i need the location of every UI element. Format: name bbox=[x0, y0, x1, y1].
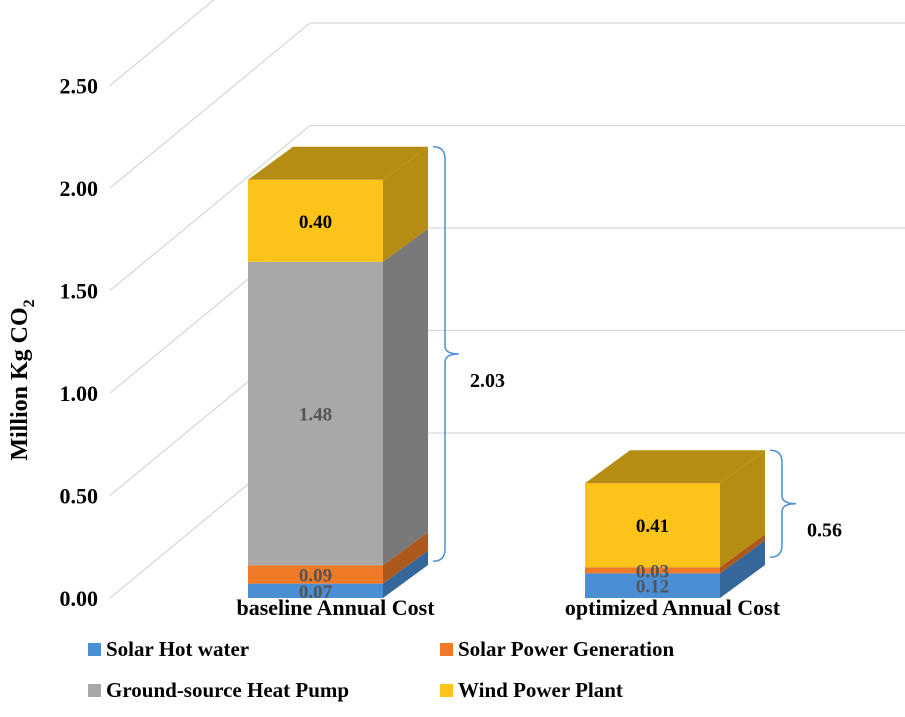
bar-front-face bbox=[248, 179, 383, 262]
data-label: 0.12 bbox=[636, 577, 669, 598]
bar-side-face bbox=[383, 146, 428, 262]
bar-segment bbox=[585, 540, 765, 598]
legend-swatch bbox=[88, 684, 101, 697]
bars bbox=[248, 146, 765, 598]
total-brace bbox=[432, 146, 460, 562]
bar-side-face bbox=[383, 228, 428, 566]
legend-item: Solar Hot water bbox=[88, 637, 249, 661]
bar-segment bbox=[248, 550, 428, 598]
y-tick-label: 1.00 bbox=[60, 381, 99, 406]
bar-front-face bbox=[248, 583, 383, 598]
y-axis-label: Million Kg CO2 bbox=[7, 299, 38, 460]
legend-label: Solar Power Generation bbox=[458, 637, 675, 661]
y-tick-label: 1.50 bbox=[60, 279, 99, 304]
bar-side-face bbox=[383, 550, 428, 598]
total-brace bbox=[769, 449, 797, 558]
data-label: 1.48 bbox=[299, 405, 332, 426]
bar-segment bbox=[248, 146, 428, 262]
legend-item: Solar Power Generation bbox=[440, 637, 675, 661]
bar-segment bbox=[248, 532, 428, 584]
y-axis-ticks: 0.00 0.50 1.00 1.50 2.00 2.50 bbox=[60, 74, 99, 612]
legend-item: Ground-source Heat Pump bbox=[88, 678, 349, 702]
gridline-diagonal bbox=[109, 0, 215, 87]
bar-top-face bbox=[248, 146, 428, 180]
total-label: 0.56 bbox=[807, 520, 842, 542]
legend-swatch bbox=[88, 643, 101, 656]
gridline-diagonal bbox=[109, 22, 311, 189]
data-label: 0.40 bbox=[299, 212, 332, 233]
bar-segment bbox=[248, 228, 428, 566]
data-labels: 0.070.09 1.48 0.40 0.120.03 0.41 bbox=[299, 212, 669, 603]
gridline-diagonal bbox=[109, 124, 311, 292]
bar-side-face bbox=[720, 450, 765, 568]
gridlines bbox=[109, 0, 905, 599]
y-tick-label: 0.00 bbox=[60, 586, 99, 611]
total-label: 2.03 bbox=[470, 370, 505, 392]
y-tick-label: 2.50 bbox=[60, 74, 99, 99]
data-label: 0.03 bbox=[636, 561, 669, 582]
data-label: 0.07 bbox=[299, 582, 333, 603]
legend-label: Ground-source Heat Pump bbox=[106, 678, 349, 702]
legend-swatch bbox=[440, 684, 453, 697]
bar-top-face bbox=[585, 450, 765, 484]
total-braces: 2.03 0.56 bbox=[432, 146, 842, 562]
legend-swatch bbox=[440, 643, 453, 656]
data-label: 0.09 bbox=[299, 565, 332, 586]
x-category-label: baseline Annual Cost bbox=[236, 595, 435, 620]
legend-label: Wind Power Plant bbox=[458, 678, 623, 702]
y-tick-label: 0.50 bbox=[60, 484, 99, 509]
x-category-label: optimized Annual Cost bbox=[565, 595, 781, 620]
bar-front-face bbox=[248, 565, 383, 584]
data-label: 0.41 bbox=[636, 516, 669, 537]
bar-front-face bbox=[585, 573, 720, 598]
legend: Solar Hot water Solar Power Generation Gro… bbox=[88, 637, 675, 702]
bar-segment bbox=[585, 534, 765, 574]
bar-side-face bbox=[720, 540, 765, 598]
bar-front-face bbox=[585, 483, 720, 568]
bar-front-face bbox=[248, 261, 383, 566]
bar-side-face bbox=[720, 534, 765, 574]
x-axis-categories: baseline Annual Cost optimized Annual Cos… bbox=[236, 595, 780, 620]
bar-side-face bbox=[383, 532, 428, 584]
bar-front-face bbox=[585, 567, 720, 574]
bar-segment bbox=[585, 450, 765, 568]
legend-item: Wind Power Plant bbox=[440, 678, 623, 702]
y-tick-label: 2.00 bbox=[60, 176, 99, 201]
legend-label: Solar Hot water bbox=[106, 637, 249, 661]
